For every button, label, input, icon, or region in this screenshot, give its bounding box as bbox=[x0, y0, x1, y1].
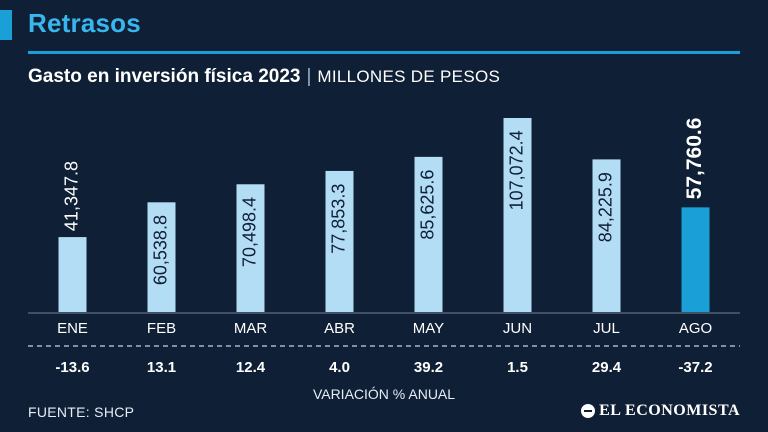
variation-value-mar: 12.4 bbox=[236, 359, 266, 376]
variation-value-abr: 4.0 bbox=[329, 359, 350, 376]
bar-abr bbox=[325, 170, 354, 312]
bar-may bbox=[414, 156, 443, 312]
value-label-feb: 60,538.8 bbox=[150, 215, 170, 285]
title-divider bbox=[28, 51, 740, 54]
value-label-ago: 57,760.6 bbox=[683, 118, 706, 200]
brand-logo: EL ECONOMISTA bbox=[581, 402, 740, 420]
chart-subtitle: MILLONES DE PESOS bbox=[317, 67, 501, 86]
section-title: Retrasos bbox=[28, 8, 141, 38]
variation-axis-label: VARIACIÓN % ANUAL bbox=[312, 386, 456, 402]
variation-value-jun: 1.5 bbox=[507, 359, 528, 376]
category-label-jun: JUN bbox=[503, 320, 532, 337]
variation-value-ago: -37.2 bbox=[678, 359, 712, 376]
category-label-jul: JUL bbox=[593, 320, 620, 337]
bar-ene bbox=[58, 237, 87, 312]
variation-value-ene: -13.6 bbox=[55, 359, 89, 376]
category-label-ago: AGO bbox=[679, 320, 712, 337]
variation-value-feb: 13.1 bbox=[147, 359, 176, 376]
category-label-mar: MAR bbox=[234, 320, 268, 337]
category-label-may: MAY bbox=[413, 320, 444, 337]
bar-ago bbox=[681, 207, 710, 312]
chart-title-main: Gasto en inversión física 2023 bbox=[28, 66, 301, 87]
value-label-jul: 84,225.9 bbox=[595, 172, 615, 242]
value-label-ene: 41,347.8 bbox=[61, 161, 81, 231]
variation-value-may: 39.2 bbox=[414, 359, 443, 376]
source-note: FUENTE: SHCP bbox=[28, 404, 135, 420]
category-label-abr: ABR bbox=[324, 320, 355, 337]
category-label-feb: FEB bbox=[147, 320, 176, 337]
bar-jun bbox=[503, 118, 532, 312]
variation-value-jul: 29.4 bbox=[592, 359, 622, 376]
value-label-mar: 70,498.4 bbox=[239, 197, 259, 267]
bar-jul bbox=[592, 159, 621, 312]
chart-title: Gasto en inversión física 2023 | MILLONES … bbox=[28, 66, 500, 88]
accent-block bbox=[0, 10, 12, 40]
value-label-jun: 107,072.4 bbox=[506, 130, 526, 210]
brand-name: EL ECONOMISTA bbox=[599, 402, 740, 419]
value-label-may: 85,625.6 bbox=[417, 170, 437, 240]
value-label-abr: 77,853.3 bbox=[328, 184, 348, 254]
bar-feb bbox=[147, 202, 176, 312]
el-economista-logo-icon bbox=[581, 404, 596, 418]
title-separator: | bbox=[306, 66, 312, 87]
bar-mar bbox=[236, 184, 265, 312]
category-label-ene: ENE bbox=[57, 320, 88, 337]
